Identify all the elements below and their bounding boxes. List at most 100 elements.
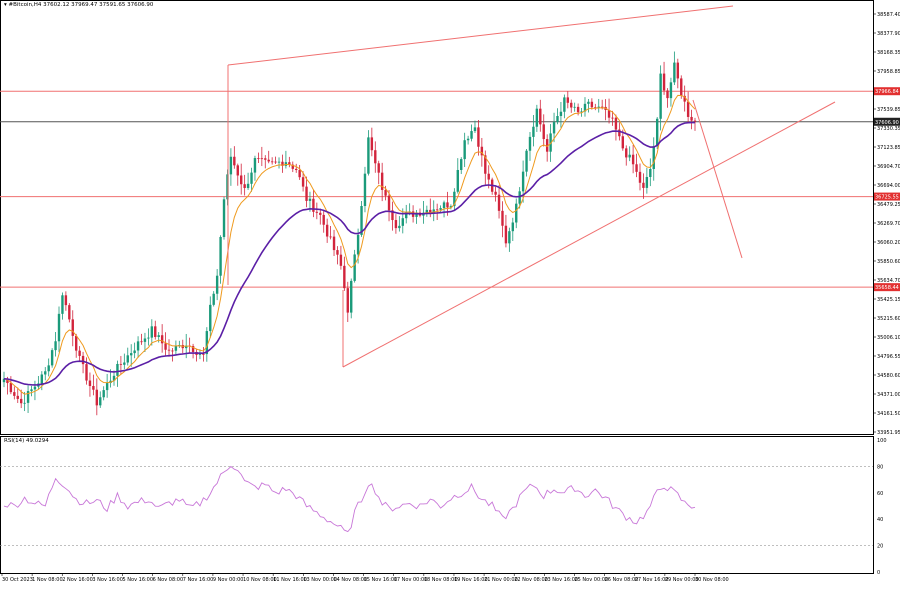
rsi-tick-label: 80 xyxy=(877,464,883,470)
candle-body xyxy=(270,161,274,163)
level-label-bg xyxy=(874,192,900,201)
candle-body xyxy=(449,206,453,208)
candle-body xyxy=(250,172,253,184)
candle-body xyxy=(298,170,301,178)
candle-body xyxy=(549,133,552,152)
rsi-axis: 100 80 60 40 20 0 xyxy=(877,438,887,576)
candle-body xyxy=(587,101,590,104)
current-price-label-bg xyxy=(874,117,900,126)
candle-body xyxy=(652,146,655,170)
candle-body xyxy=(391,210,394,221)
candle-body xyxy=(260,158,264,160)
candle-body xyxy=(319,212,322,215)
candle-body xyxy=(50,350,54,366)
upper-trendline[interactable] xyxy=(227,5,734,66)
candle-body xyxy=(185,345,188,349)
price-tick-label: 35425.15 xyxy=(877,297,900,303)
candle-body xyxy=(556,116,559,123)
time-tick-label: 14 Nov 08:00 xyxy=(333,577,367,583)
rsi-tick-label: 100 xyxy=(877,438,887,444)
candle-body xyxy=(425,209,429,213)
time-tick-label: 15 Nov 16:00 xyxy=(364,577,398,583)
candle-body xyxy=(456,169,459,192)
projection-line[interactable] xyxy=(692,99,743,259)
lower-trendline[interactable] xyxy=(342,101,836,368)
candle-body xyxy=(573,106,576,108)
time-tick-label: 17 Nov 00:00 xyxy=(394,577,428,583)
rsi-tick-label: 20 xyxy=(877,544,883,550)
candle-body xyxy=(33,386,37,390)
candle-body xyxy=(590,101,594,108)
candle-body xyxy=(40,374,44,384)
candle-body xyxy=(511,222,514,232)
candle-body xyxy=(501,210,504,226)
candle-body xyxy=(64,295,68,306)
candle-body xyxy=(123,362,126,365)
trend-drawings xyxy=(227,5,836,368)
rsi-panel-frame xyxy=(0,436,874,574)
price-tick-label: 36060.20 xyxy=(877,240,900,246)
candle-body xyxy=(205,331,209,355)
time-tick-label: 19 Nov 16:00 xyxy=(454,577,488,583)
candle-body xyxy=(88,380,92,387)
candle-body xyxy=(19,398,23,404)
candle-body xyxy=(291,164,294,169)
time-tick-label: 10 Nov 08:00 xyxy=(243,577,277,583)
candle-body xyxy=(174,345,178,351)
candle-body xyxy=(105,383,109,391)
candle-body xyxy=(198,354,202,355)
candle-body xyxy=(497,194,501,211)
candle-body xyxy=(360,206,363,235)
candle-body xyxy=(583,103,587,112)
candle-body xyxy=(54,341,57,351)
dropdown-triangle-icon[interactable]: ▾ xyxy=(4,2,7,8)
candle-body xyxy=(545,139,549,152)
time-tick-label: 3 Nov 16:00 xyxy=(92,577,123,583)
candle-body xyxy=(71,319,74,336)
candle-body xyxy=(233,156,236,166)
ema-fast-line xyxy=(3,94,696,395)
candle-body xyxy=(356,234,360,255)
candle-body xyxy=(552,122,556,134)
candle-body xyxy=(614,117,618,130)
candle-body xyxy=(570,102,573,108)
candle-body xyxy=(680,78,683,96)
candle-body xyxy=(295,168,298,171)
candle-body xyxy=(370,137,374,151)
candle-body xyxy=(576,106,580,113)
candle-body xyxy=(384,189,387,196)
ema-slow-line xyxy=(3,121,695,386)
horizontal-levels xyxy=(0,90,873,288)
candle-body xyxy=(494,191,497,195)
candle-body xyxy=(23,402,26,404)
candle-body xyxy=(26,391,30,403)
candle-body xyxy=(160,335,164,344)
candle-body xyxy=(336,250,339,255)
candle-body xyxy=(147,337,150,339)
candle-body xyxy=(607,109,611,118)
time-tick-label: 7 Nov 16:00 xyxy=(183,577,214,583)
candle-body xyxy=(202,354,205,355)
price-tick-label: 36479.25 xyxy=(877,202,900,208)
candle-body xyxy=(343,265,346,289)
rsi-tick-label: 0 xyxy=(877,570,880,576)
candle-body xyxy=(191,346,195,352)
time-tick-label: 22 Nov 08:00 xyxy=(514,577,548,583)
price-panel-frame xyxy=(0,0,874,435)
price-tick-label: 36904.70 xyxy=(877,164,900,170)
candle-body xyxy=(470,131,473,139)
price-tick-label: 38168.35 xyxy=(877,50,900,56)
price-tick-label: 35850.60 xyxy=(877,259,900,265)
candle-body xyxy=(226,174,229,200)
candle-body xyxy=(683,95,686,102)
candle-body xyxy=(477,127,480,147)
candle-body xyxy=(253,158,257,173)
time-tick-label: 1 Nov 08:00 xyxy=(32,577,63,583)
candle-body xyxy=(659,73,662,119)
candle-body xyxy=(246,183,250,188)
candle-body xyxy=(521,171,525,192)
candle-body xyxy=(215,275,219,294)
